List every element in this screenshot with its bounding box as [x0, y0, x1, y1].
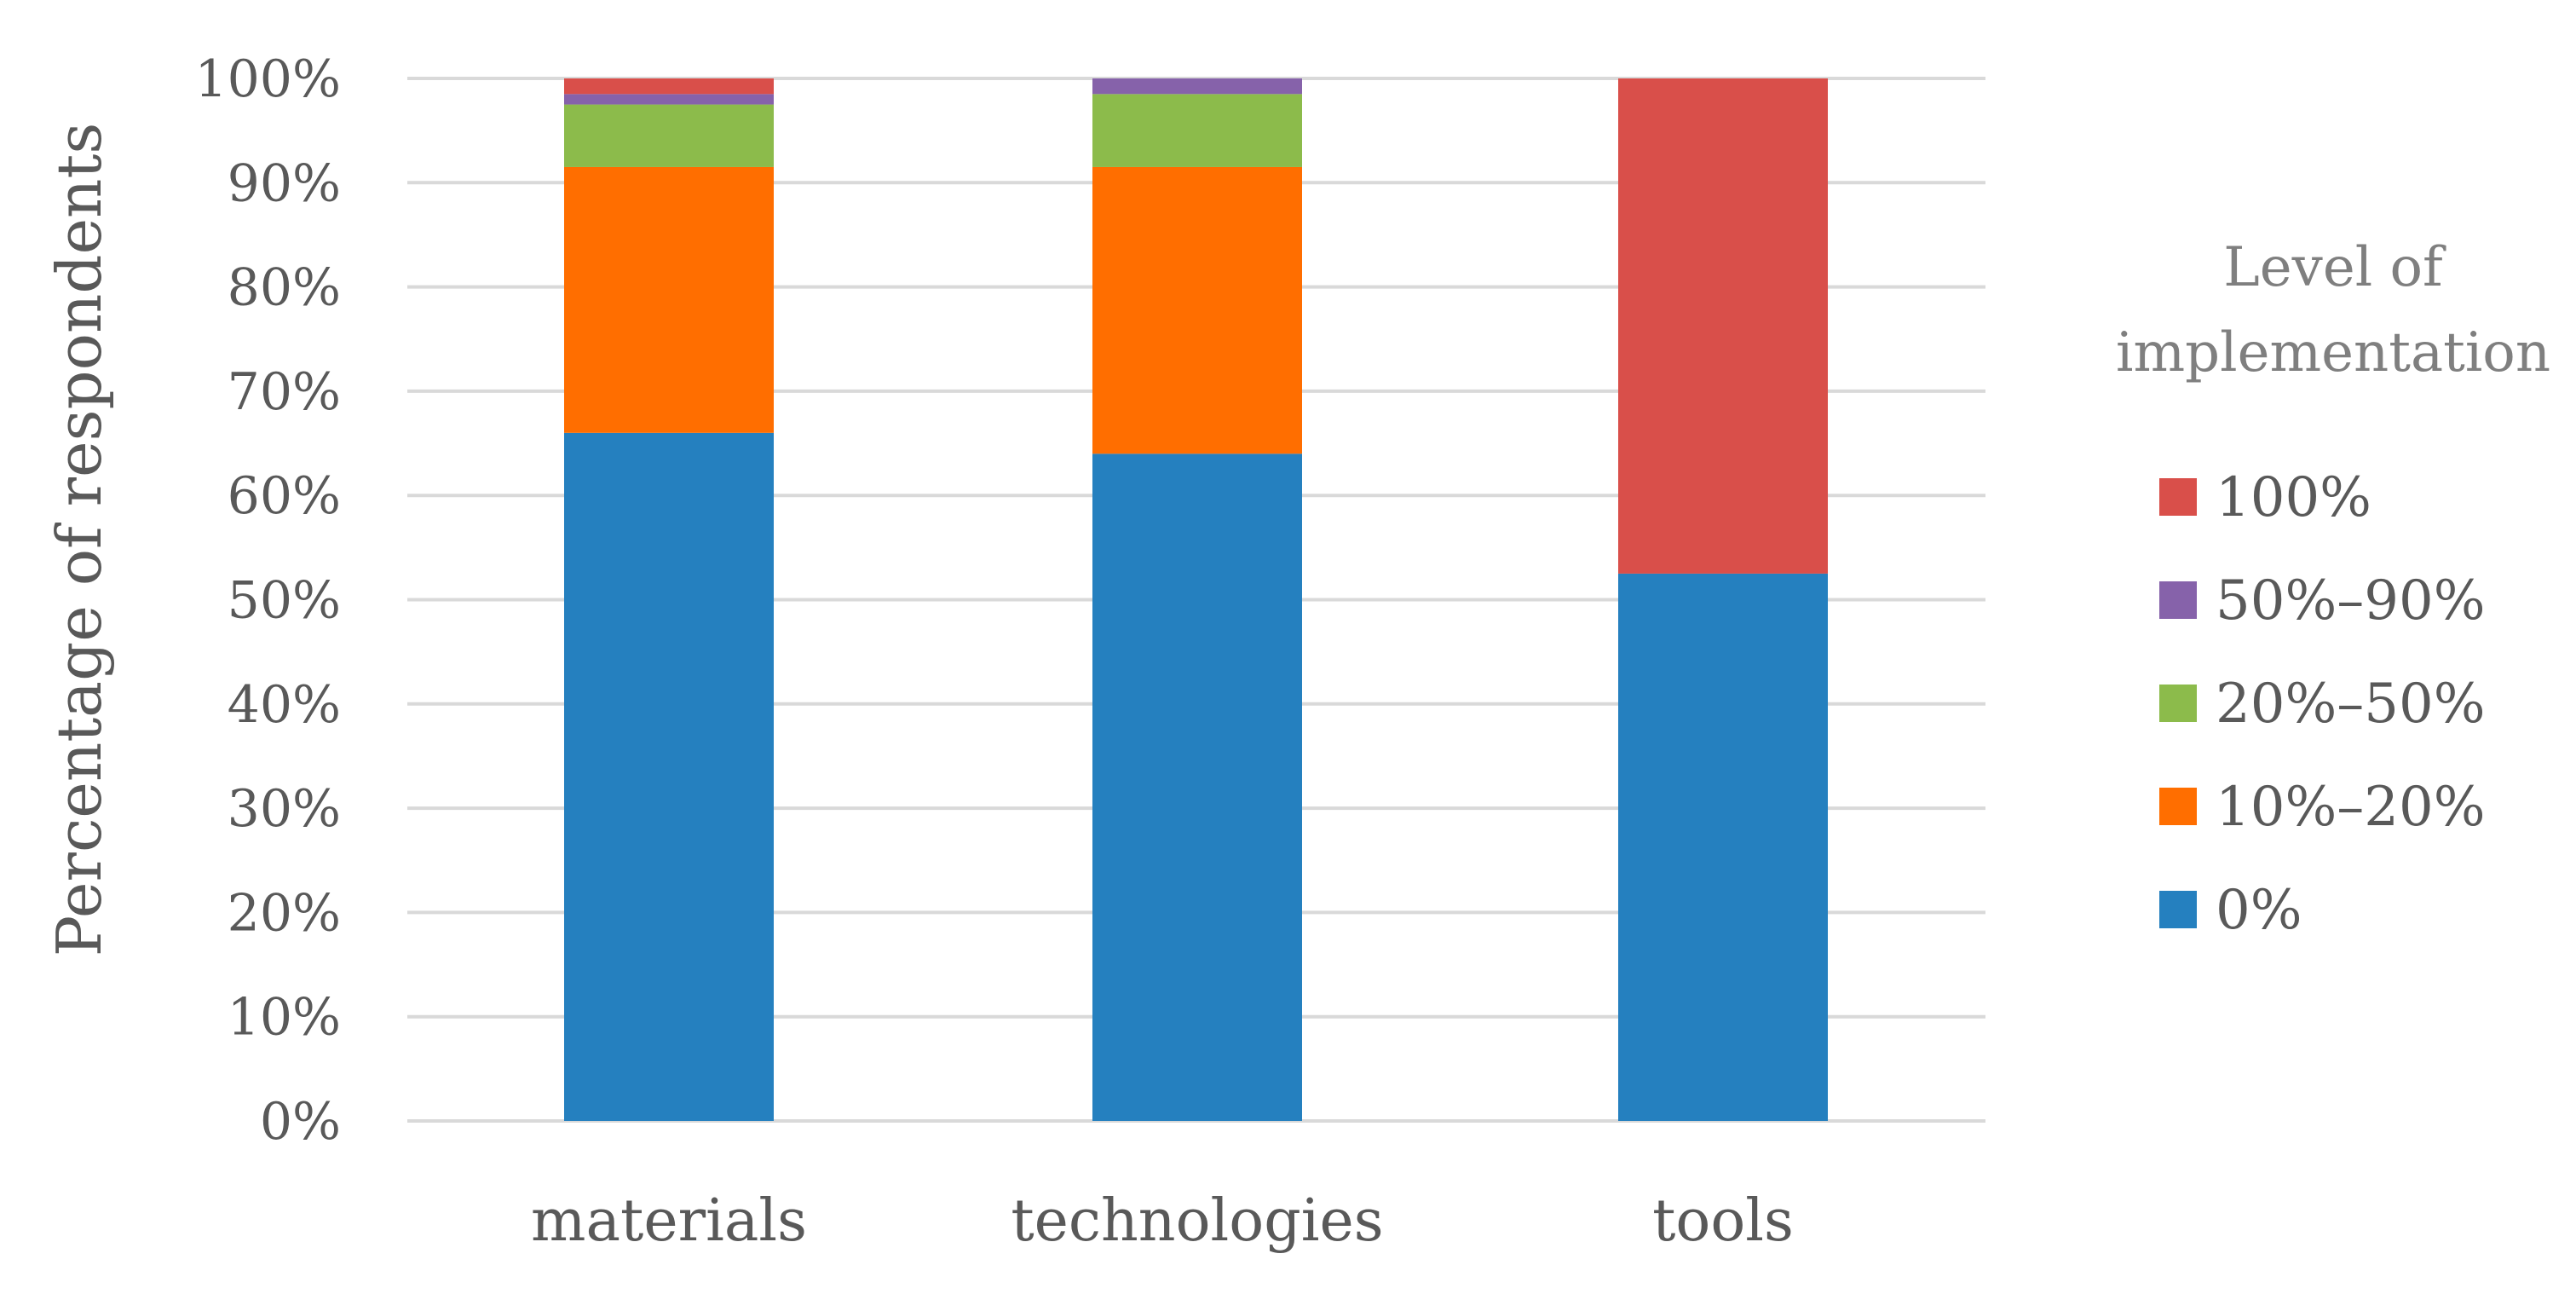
legend-label: 100%: [2216, 466, 2371, 529]
legend-label: 0%: [2216, 879, 2302, 942]
legend-title: implementation: [2116, 321, 2550, 384]
x-axis-labels: materials technologies tools: [531, 1187, 1794, 1255]
bar-segment: [1618, 78, 1828, 574]
bar-segment: [564, 104, 774, 167]
y-tick-label: 20%: [228, 883, 341, 943]
legend-swatch: [2159, 581, 2197, 619]
y-tick-label: 0%: [260, 1092, 341, 1152]
legend-label: 10%–20%: [2216, 776, 2486, 839]
legend-label: 20%–50%: [2216, 673, 2486, 736]
y-tick-label: 30%: [228, 779, 341, 839]
bar-segment: [564, 94, 774, 105]
legend-swatch: [2159, 891, 2197, 928]
legend-swatch: [2159, 685, 2197, 722]
bar-segment: [1092, 453, 1302, 1121]
y-tick-label: 60%: [228, 466, 341, 526]
bar-segment: [1092, 78, 1302, 95]
y-tick-label: 40%: [228, 675, 341, 735]
y-tick-label: 80%: [228, 258, 341, 318]
y-tick-label: 90%: [228, 153, 341, 213]
y-tick-label: 100%: [194, 49, 341, 109]
bar-segment: [1092, 166, 1302, 454]
bars: [564, 78, 1828, 1121]
bar-segment: [1618, 573, 1828, 1121]
legend-title: Level of: [2223, 236, 2446, 299]
x-category-label: technologies: [1011, 1187, 1383, 1255]
legend-label: 50%–90%: [2216, 569, 2486, 633]
bar-segment: [564, 78, 774, 95]
bar-segment: [564, 432, 774, 1121]
bar-segment: [1092, 94, 1302, 167]
x-category-label: tools: [1652, 1187, 1794, 1255]
y-tick-label: 50%: [228, 571, 341, 631]
x-category-label: materials: [531, 1187, 807, 1255]
legend-swatch: [2159, 478, 2197, 516]
legend: Level of implementation 100% 50%–90% 20%–50%…: [2116, 236, 2550, 942]
bar-segment: [564, 166, 774, 433]
y-axis-title: Percentage of respondents: [43, 123, 115, 957]
legend-swatch: [2159, 788, 2197, 825]
y-axis-ticks: 0% 10% 20% 30% 40% 50% 60% 70% 80% 90% 100%: [194, 49, 341, 1152]
y-tick-label: 10%: [228, 988, 341, 1048]
y-tick-label: 70%: [228, 362, 341, 422]
